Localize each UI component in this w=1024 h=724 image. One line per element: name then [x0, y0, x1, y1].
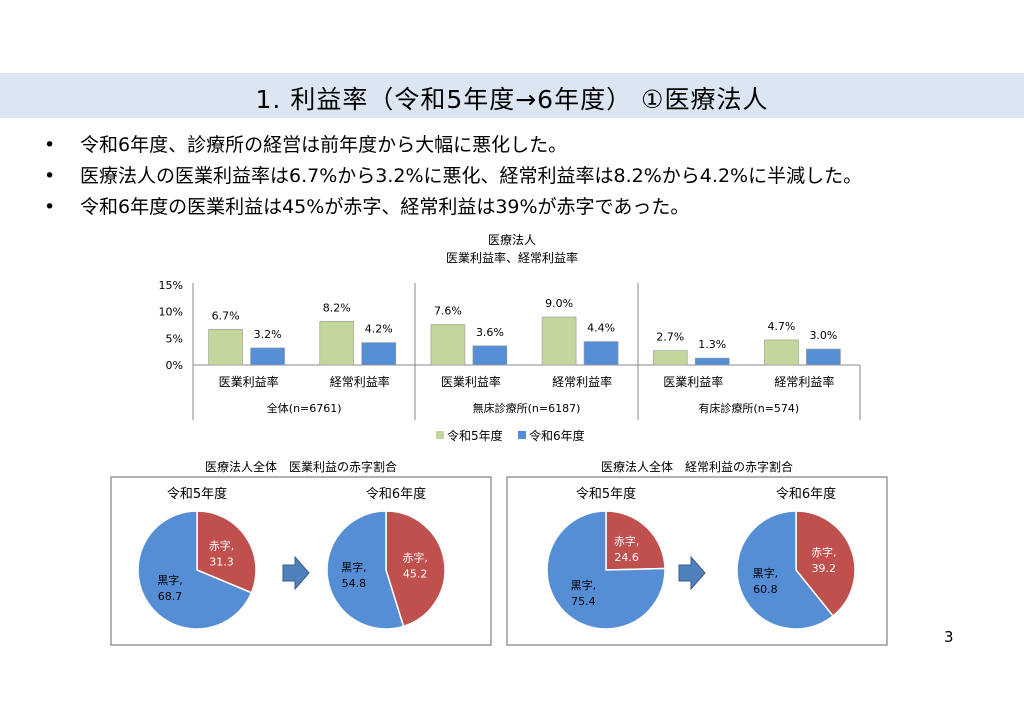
legend-swatch	[436, 431, 444, 439]
pie-year-label: 令和5年度	[576, 486, 636, 502]
bar-value-label: 3.2%	[254, 328, 282, 341]
bar-value-label: 8.2%	[323, 301, 351, 314]
bar-value-label: 4.4%	[587, 322, 615, 335]
bar-r5	[430, 324, 466, 366]
bullet-item: 医療法人の医業利益率は6.7%から3.2%に悪化、経常利益率は8.2%から4.2…	[40, 161, 862, 192]
chart-title: 医療法人	[488, 233, 536, 247]
bar-r6	[694, 357, 730, 366]
bar-r5	[652, 350, 688, 366]
pie-slice-value: 75.4	[571, 595, 596, 608]
pie-slice-name: 赤字,	[402, 551, 428, 565]
bar-value-label: 6.7%	[212, 309, 240, 322]
pie-year-label: 令和5年度	[167, 486, 227, 502]
bar-r6	[806, 348, 841, 366]
bar-r6	[472, 345, 508, 366]
bar-r5	[208, 328, 243, 366]
legend-label: 令和5年度	[447, 428, 503, 443]
pie-slice-red	[196, 510, 257, 594]
bullet-list: 令和6年度、診療所の経営は前年度から大幅に悪化した。 医療法人の医業利益率は6.…	[40, 130, 862, 223]
pie-slice-value: 24.6	[614, 551, 639, 564]
title-band	[0, 73, 1024, 118]
bar-value-label: 3.6%	[476, 326, 504, 339]
y-tick-label: 15%	[159, 279, 183, 292]
bar-r5	[319, 320, 355, 366]
legend-swatch	[518, 431, 526, 439]
pie-slice-value: 60.8	[753, 583, 778, 596]
pie-slice-black	[326, 510, 405, 630]
pie-slice-name: 赤字,	[209, 539, 235, 553]
bar-value-label: 1.3%	[698, 338, 726, 351]
pie-slice-value: 54.8	[342, 577, 367, 590]
pie-slice-name: 赤字,	[614, 534, 640, 548]
pie-slice-name: 赤字,	[811, 545, 837, 559]
pie-slice-value: 31.3	[209, 556, 234, 569]
group-label: 無床診療所(n=6187)	[473, 401, 581, 415]
bar-value-label: 9.0%	[545, 297, 573, 310]
pie-slice-value: 45.2	[403, 568, 428, 581]
y-tick-label: 5%	[166, 332, 183, 345]
x-category-label: 経常利益率	[552, 374, 612, 389]
pie-slice-name: 黒字,	[341, 560, 367, 574]
x-category-label: 経常利益率	[330, 374, 390, 389]
pie-slice-value: 68.7	[158, 590, 183, 603]
group-label: 全体(n=6761)	[267, 401, 342, 415]
x-category-label: 医業利益率	[663, 374, 723, 389]
y-tick-label: 0%	[166, 359, 183, 372]
bullet-item: 令和6年度の医業利益は45%が赤字、経常利益は39%が赤字であった。	[40, 192, 862, 223]
pie-slice-black	[137, 510, 253, 630]
bar-r5	[764, 339, 799, 366]
pie-slice-red	[795, 510, 856, 617]
arrow-right-icon	[282, 555, 310, 591]
bar-value-label: 7.6%	[434, 304, 462, 317]
bar-r6	[361, 342, 397, 366]
pie-year-label: 令和6年度	[366, 486, 426, 502]
pie-slice-value: 39.2	[812, 562, 837, 575]
y-tick-label: 10%	[159, 306, 183, 319]
chart-subtitle: 医業利益率、経常利益率	[446, 250, 578, 265]
pie-chart-title: 医療法人全体 医業利益の赤字割合	[205, 459, 397, 474]
page-number: 3	[944, 628, 954, 646]
pie-slice-name: 黒字,	[157, 573, 183, 587]
bar-r6	[250, 347, 285, 366]
x-category-label: 経常利益率	[774, 374, 834, 389]
bar-value-label: 4.2%	[365, 323, 393, 336]
bar-value-label: 3.0%	[809, 329, 837, 342]
bullet-item: 令和6年度、診療所の経営は前年度から大幅に悪化した。	[40, 130, 862, 161]
bar-value-label: 4.7%	[767, 320, 795, 333]
arrow-right-icon	[678, 555, 706, 591]
page-title: 1. 利益率（令和5年度→6年度） ①医療法人	[255, 85, 769, 114]
bar-r6	[583, 341, 619, 366]
x-category-label: 医業利益率	[441, 374, 501, 389]
pie-slice-black	[736, 510, 835, 630]
pie-slice-name: 黒字,	[571, 578, 597, 592]
pie-year-label: 令和6年度	[776, 486, 836, 502]
pie-slice-black	[546, 510, 666, 630]
bar-value-label: 2.7%	[656, 331, 684, 344]
bar-r5	[541, 316, 577, 366]
group-label: 有床診療所(n=574)	[698, 401, 799, 415]
x-category-label: 医業利益率	[219, 374, 279, 389]
pie-slice-red	[385, 510, 446, 628]
pie-chart-title: 医療法人全体 経常利益の赤字割合	[601, 459, 793, 474]
pie-slice-name: 黒字,	[753, 566, 779, 580]
pie-slice-red	[605, 510, 666, 571]
legend-label: 令和6年度	[529, 428, 585, 443]
